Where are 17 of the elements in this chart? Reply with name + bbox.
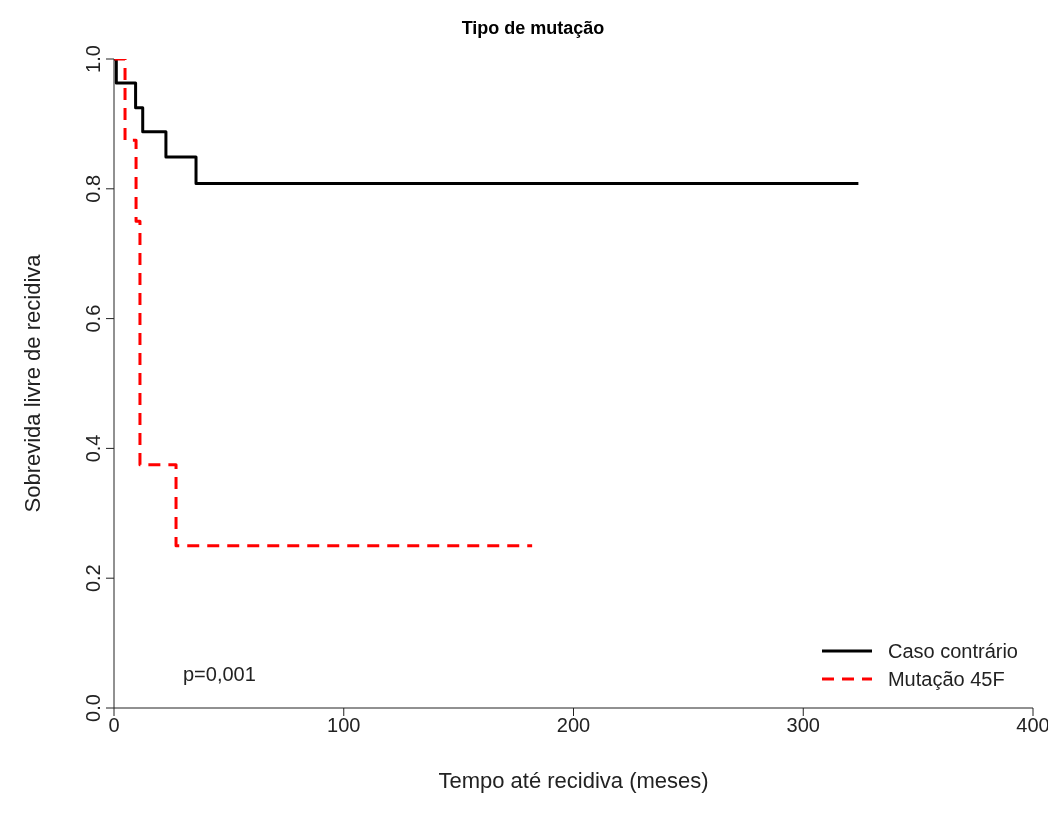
- x-tick-label: 0: [108, 714, 120, 737]
- x-tick-label: 200: [556, 714, 591, 737]
- y-axis-title: Sobrevida livre de recidiva: [19, 253, 45, 513]
- x-axis-title: Tempo até recidiva (meses): [438, 768, 709, 793]
- x-tick-label: 100: [327, 714, 361, 737]
- legend-label: Mutação 45F: [887, 667, 1005, 692]
- y-tick-label: 0.6: [82, 304, 104, 333]
- annotation: p=0,001: [183, 663, 256, 686]
- y-tick-label: 0.4: [82, 434, 104, 463]
- x-tick-label: 300: [786, 714, 820, 737]
- y-tick-label: 0.8: [82, 174, 104, 203]
- chart-title: Tipo de mutação: [460, 18, 606, 39]
- y-tick-label: 0.0: [82, 694, 104, 722]
- x-tick-label: 400: [1016, 714, 1050, 737]
- y-tick-label: 0.2: [82, 564, 104, 593]
- y-tick-label: 1.0: [82, 45, 104, 73]
- legend-label: Caso contrário: [887, 639, 1018, 664]
